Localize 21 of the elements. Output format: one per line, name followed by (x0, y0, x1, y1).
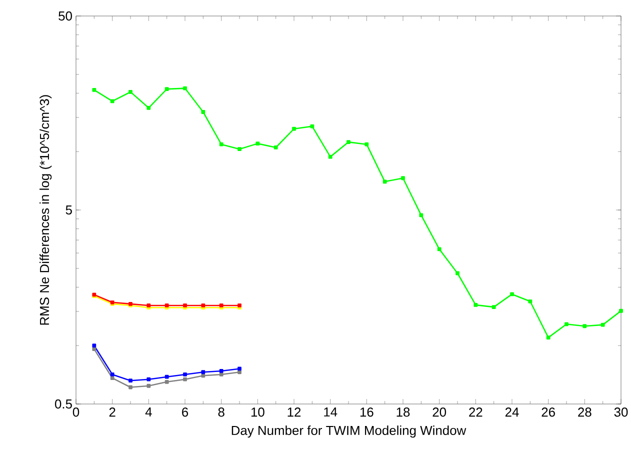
y-tick-label: 0.5 (54, 399, 72, 409)
x-tick-label: 6 (182, 408, 188, 417)
x-tick-label: 24 (505, 408, 519, 417)
y-tick-label: 5 (66, 205, 72, 215)
x-tick-label: 2 (109, 408, 116, 417)
x-tick-label: 30 (614, 408, 628, 417)
x-tick-label: 18 (396, 408, 410, 417)
x-tick-label: 22 (469, 408, 482, 417)
x-tick-label: 16 (360, 408, 374, 417)
x-tick-label: 28 (578, 408, 592, 417)
x-tick-label: 20 (432, 408, 446, 417)
x-tick-label: 12 (288, 408, 301, 417)
x-tick-label: 4 (145, 408, 152, 416)
x-tick-label: 26 (542, 408, 555, 417)
x-tick-label: 0 (72, 408, 80, 417)
y-axis-title: RMS Ne Differences in log (*10^5/cm^3) (40, 95, 52, 325)
x-tick-label: 14 (324, 408, 338, 416)
y-tick-label: 50 (58, 11, 72, 21)
x-axis-title: Day Number for TWIM Modeling Window (232, 426, 466, 438)
x-tick-label: 8 (218, 408, 224, 417)
x-tick-label: 10 (251, 408, 264, 417)
